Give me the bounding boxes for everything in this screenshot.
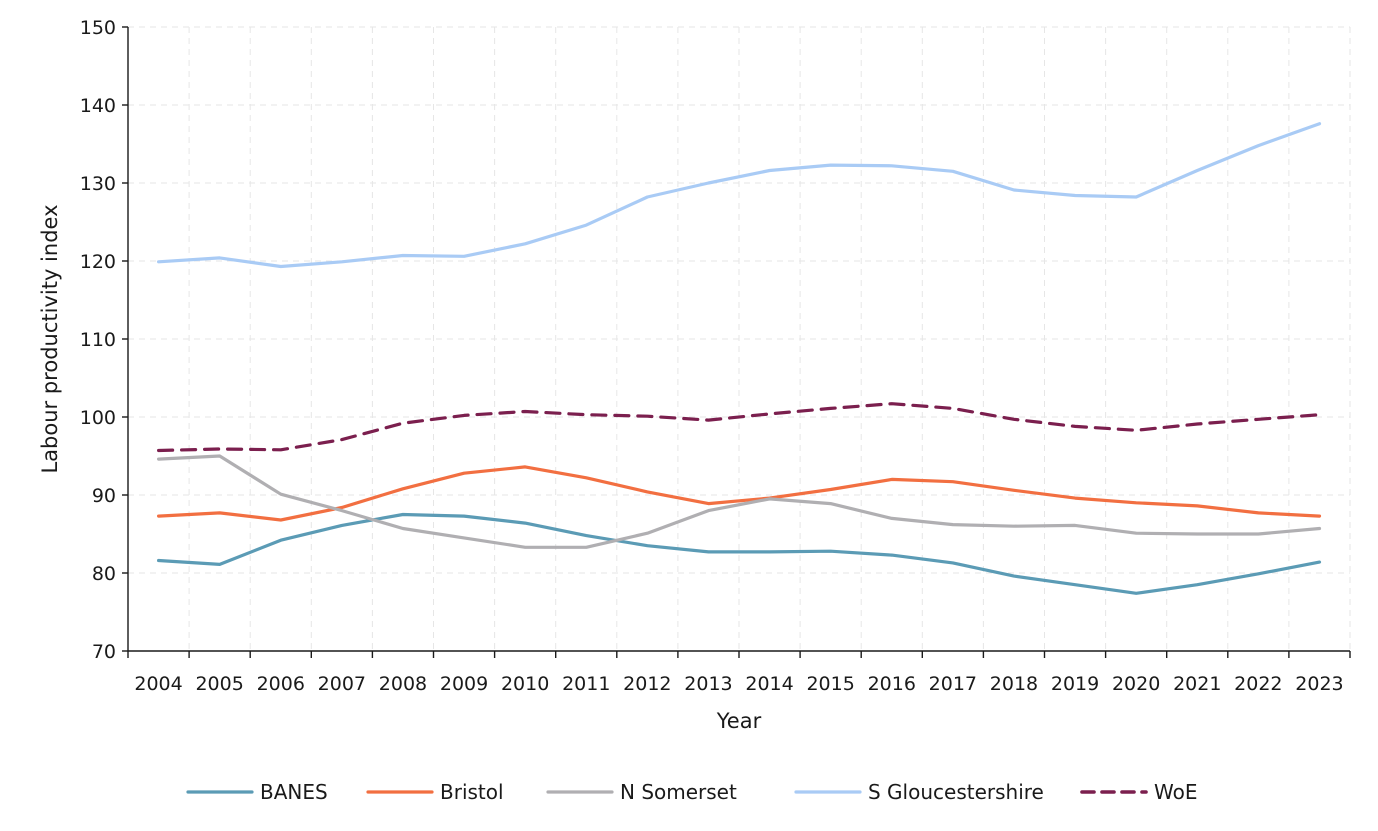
x-tick-label: 2012: [623, 673, 671, 695]
x-tick-label: 2010: [501, 673, 549, 695]
x-tick-label: 2017: [929, 673, 977, 695]
series-line-bristol: [157, 465, 1322, 522]
legend-item-bristol: Bristol: [366, 780, 504, 804]
y-tick-label: 120: [80, 251, 116, 273]
x-tick-label: 2005: [195, 673, 243, 695]
series-line-woe: [157, 402, 1322, 453]
legend-item-woe: WoE: [1080, 780, 1197, 804]
series-lines: [157, 122, 1322, 595]
y-tick-label: 100: [80, 407, 116, 429]
y-tick-label: 140: [80, 95, 116, 117]
legend-label: N Somerset: [620, 780, 737, 804]
x-tick-label: 2015: [806, 673, 854, 695]
legend-item-banes: BANES: [186, 780, 328, 804]
legend-label: Bristol: [440, 780, 504, 804]
legend: BANES Bristol N Somerset S Gloucestershire W…: [186, 780, 1197, 804]
x-tick-label: 2019: [1051, 673, 1099, 695]
legend-label: WoE: [1154, 780, 1197, 804]
y-tick-label: 90: [92, 485, 116, 507]
y-tick-label: 80: [92, 563, 116, 585]
axes: 70 80 90 100 110 120 130 140 150 2004 2005 2006 2007…: [80, 17, 1351, 695]
y-tick-label: 110: [80, 329, 116, 351]
legend-label: S Gloucestershire: [868, 780, 1044, 804]
x-tick-label: 2007: [318, 673, 366, 695]
x-tick-label: 2018: [990, 673, 1038, 695]
x-tick-label: 2009: [440, 673, 488, 695]
x-tick-label: 2013: [684, 673, 732, 695]
x-tick-label: 2014: [745, 673, 793, 695]
legend-label: BANES: [260, 780, 328, 804]
y-tick-label: 70: [92, 641, 116, 663]
y-tick-label: 130: [80, 173, 116, 195]
x-tick-label: 2006: [257, 673, 305, 695]
x-tick-label: 2011: [562, 673, 610, 695]
series-line-s-gloucestershire: [157, 122, 1322, 269]
series-line-n-somerset: [157, 454, 1322, 549]
legend-item-n-somerset: N Somerset: [546, 780, 737, 804]
x-tick-label: 2022: [1234, 673, 1282, 695]
y-tick-label: 150: [80, 17, 116, 39]
x-tick-label: 2008: [379, 673, 427, 695]
x-tick-label: 2004: [134, 673, 182, 695]
series-line-banes: [157, 512, 1322, 595]
x-tick-label: 2016: [868, 673, 916, 695]
grid: [128, 26, 1351, 651]
x-tick-label: 2021: [1173, 673, 1221, 695]
y-axis-title: Labour productivity index: [38, 204, 62, 473]
x-tick-label: 2023: [1295, 673, 1343, 695]
x-axis-title: Year: [716, 709, 762, 733]
x-tick-label: 2020: [1112, 673, 1160, 695]
legend-item-s-gloucestershire: S Gloucestershire: [794, 780, 1044, 804]
